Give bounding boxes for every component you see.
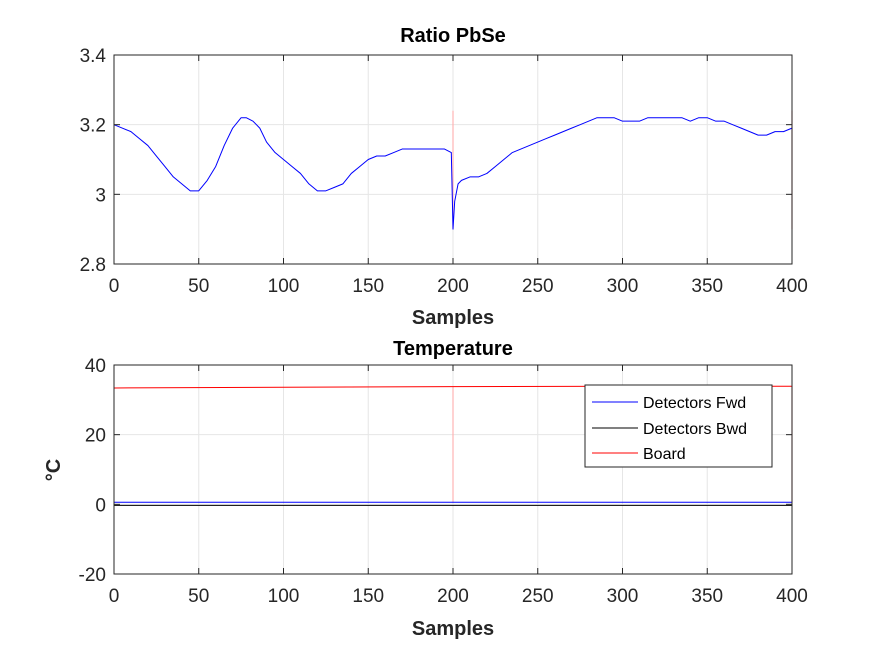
temperature-xtick-label-5: 250 [522, 586, 554, 607]
ratio-xtick-label-6: 300 [607, 276, 639, 297]
ratio-xtick-label-5: 250 [522, 276, 554, 297]
temperature-plot-title: Temperature [393, 338, 513, 360]
ratio-ytick-label-1: 3 [95, 185, 106, 206]
temperature-ytick-label-2: 20 [85, 426, 106, 447]
legend-label-board: Board [643, 446, 686, 463]
temperature-plot-xlabel: Samples [412, 618, 494, 640]
ratio-plot-title: Ratio PbSe [400, 25, 506, 47]
ratio-plot-xlabel: Samples [412, 307, 494, 329]
ratio-xtick-label-8: 400 [776, 276, 808, 297]
temperature-xtick-label-1: 50 [188, 586, 209, 607]
ratio-line-series-0 [113, 117, 793, 230]
legend-label-detectors-fwd: Detectors Fwd [643, 395, 746, 412]
ratio-pbse-plot: Ratio PbSe Samples 0 50 100 150 200 250 300 350… [80, 25, 808, 329]
temperature-ytick-label-3: 40 [85, 356, 106, 377]
temperature-ytick-label-1: 0 [95, 495, 106, 516]
temperature-xtick-label-8: 400 [776, 586, 808, 607]
temperature-legend: Detectors Fwd Detectors Bwd Board [584, 384, 773, 468]
ratio-xtick-label-2: 100 [268, 276, 300, 297]
temperature-xtick-label-4: 200 [437, 586, 469, 607]
ratio-xtick-label-7: 350 [691, 276, 723, 297]
ratio-ytick-label-2: 3.2 [80, 116, 106, 137]
temperature-xtick-label-6: 300 [607, 586, 639, 607]
temperature-xtick-label-0: 0 [109, 586, 120, 607]
legend-label-detectors-bwd: Detectors Bwd [643, 421, 747, 438]
ratio-xtick-label-0: 0 [109, 276, 120, 297]
ratio-ytick-label-3: 3.4 [80, 46, 107, 67]
temperature-xtick-label-7: 350 [691, 586, 723, 607]
temperature-xtick-label-3: 150 [352, 586, 384, 607]
temperature-ytick-label-0: -20 [79, 565, 106, 586]
ratio-xtick-label-4: 200 [437, 276, 469, 297]
temperature-xtick-label-2: 100 [268, 586, 300, 607]
ratio-xtick-label-1: 50 [188, 276, 209, 297]
ratio-xtick-label-3: 150 [352, 276, 384, 297]
temperature-plot-ylabel: °C [43, 459, 65, 481]
ratio-ytick-label-0: 2.8 [80, 255, 106, 276]
